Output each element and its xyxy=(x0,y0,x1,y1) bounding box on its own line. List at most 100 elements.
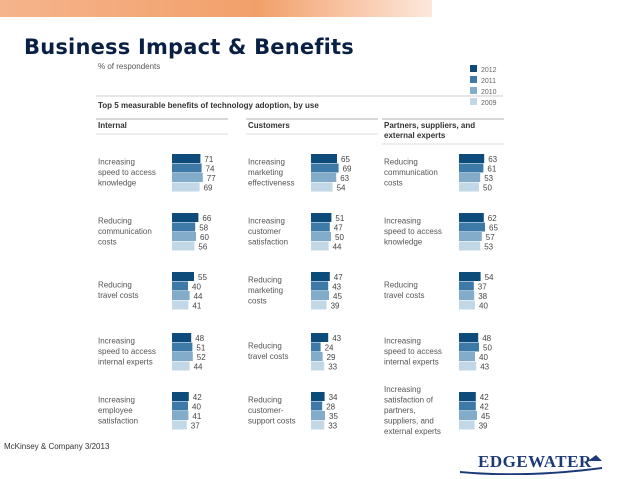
chart-subtitle: % of respondents xyxy=(98,62,160,71)
bar-value-label: 33 xyxy=(328,422,337,431)
bar-value-label: 50 xyxy=(483,344,492,353)
bar-2012 xyxy=(311,272,330,281)
bar-2011 xyxy=(311,222,330,232)
bar-value-label: 39 xyxy=(331,302,340,311)
edgewater-logo-text: EDGEWATER xyxy=(478,452,592,471)
bar-value-label: 28 xyxy=(326,403,335,412)
bar-2012 xyxy=(311,392,325,401)
bar-value-label: 40 xyxy=(192,283,201,292)
bar-value-label: 48 xyxy=(195,334,204,343)
legend-label-2012: 2012 xyxy=(481,67,497,74)
bar-2012 xyxy=(459,213,484,222)
benefit-label: effectiveness xyxy=(248,178,295,187)
bar-2011 xyxy=(311,342,321,352)
bar-2010 xyxy=(459,411,477,420)
legend-label-2009: 2009 xyxy=(481,100,497,107)
bar-value-label: 63 xyxy=(340,174,349,183)
benefit-label: internal experts xyxy=(384,357,439,366)
bar-value-label: 54 xyxy=(485,273,494,282)
bar-2012 xyxy=(172,333,192,342)
bar-2010 xyxy=(172,173,203,182)
bar-2011 xyxy=(172,281,188,291)
benefit-label: partners, xyxy=(384,406,416,415)
bar-value-label: 55 xyxy=(198,273,207,282)
benefit-label: speed to access xyxy=(98,168,156,177)
bar-2011 xyxy=(459,222,485,232)
benefit-label: customer- xyxy=(248,406,284,415)
bar-value-label: 47 xyxy=(334,224,343,233)
benefit-label: Increasing xyxy=(384,216,421,225)
benefit-label: customer xyxy=(248,227,281,236)
bar-2010 xyxy=(459,173,481,182)
bar-2011 xyxy=(459,163,484,173)
benefit-label: satisfaction of xyxy=(384,395,434,404)
bar-value-label: 29 xyxy=(327,353,336,362)
bar-value-label: 77 xyxy=(207,174,216,183)
bar-2012 xyxy=(311,333,329,342)
bar-2010 xyxy=(311,291,329,300)
bar-value-label: 69 xyxy=(343,165,352,174)
benefit-label: employee xyxy=(98,406,133,415)
bar-value-label: 44 xyxy=(333,243,342,252)
bar-value-label: 35 xyxy=(329,412,338,421)
benefit-label: external experts xyxy=(384,427,441,436)
bar-value-label: 40 xyxy=(479,353,488,362)
bar-value-label: 65 xyxy=(489,224,498,233)
benefit-label: speed to access xyxy=(384,347,442,356)
bar-value-label: 50 xyxy=(483,184,492,193)
column-header-2: external experts xyxy=(384,131,446,140)
bar-value-label: 40 xyxy=(192,403,201,412)
bar-value-label: 74 xyxy=(206,165,215,174)
bar-2009 xyxy=(459,420,475,430)
bar-value-label: 42 xyxy=(480,403,489,412)
benefit-label: communication xyxy=(384,168,438,177)
bar-value-label: 44 xyxy=(194,292,203,301)
column-header-0: Internal xyxy=(98,121,127,130)
bar-2011 xyxy=(311,163,339,173)
bar-2009 xyxy=(311,420,325,430)
column-header-1: Customers xyxy=(248,121,290,130)
bar-2010 xyxy=(172,232,196,241)
bar-2009 xyxy=(172,241,195,251)
bar-2009 xyxy=(311,241,329,251)
bar-2009 xyxy=(311,300,327,310)
legend-swatch-2012 xyxy=(470,65,477,72)
bar-2012 xyxy=(459,333,479,342)
benefit-label: suppliers, and xyxy=(384,416,434,425)
edgewater-logo xyxy=(460,455,602,475)
benefit-label: travel costs xyxy=(248,352,288,361)
bar-value-label: 66 xyxy=(202,214,211,223)
benefit-label: knowledge xyxy=(384,237,423,246)
bar-value-label: 39 xyxy=(479,422,488,431)
bar-value-label: 45 xyxy=(333,292,342,301)
benefit-label: satisfaction xyxy=(248,237,288,246)
bar-2012 xyxy=(459,392,476,401)
benefit-label: internal experts xyxy=(98,357,153,366)
benefit-label: costs xyxy=(248,296,267,305)
bar-2012 xyxy=(172,213,199,222)
benefit-label: travel costs xyxy=(98,291,138,300)
bar-value-label: 48 xyxy=(482,334,491,343)
bar-2011 xyxy=(311,401,323,411)
legend-swatch-2010 xyxy=(470,87,477,94)
bar-2011 xyxy=(172,222,196,232)
benefit-label: speed to access xyxy=(98,347,156,356)
bar-value-label: 33 xyxy=(328,363,337,372)
chart-title: Top 5 measurable benefits of technology … xyxy=(98,101,319,110)
benefit-label: Reducing xyxy=(98,281,132,290)
bar-value-label: 54 xyxy=(337,184,346,193)
benefit-label: Reducing xyxy=(248,275,282,284)
bar-value-label: 56 xyxy=(198,243,207,252)
legend-swatch-2009 xyxy=(470,98,477,105)
bar-2011 xyxy=(172,163,202,173)
benefit-label: Increasing xyxy=(384,336,421,345)
bar-2011 xyxy=(172,401,188,411)
bar-value-label: 53 xyxy=(484,174,493,183)
bar-value-label: 58 xyxy=(199,224,208,233)
bar-value-label: 43 xyxy=(332,334,341,343)
slide-title: Business Impact & Benefits xyxy=(24,35,354,59)
bar-value-label: 53 xyxy=(484,243,493,252)
bar-value-label: 62 xyxy=(488,214,497,223)
legend-label-2010: 2010 xyxy=(481,89,497,96)
bar-value-label: 63 xyxy=(488,155,497,164)
